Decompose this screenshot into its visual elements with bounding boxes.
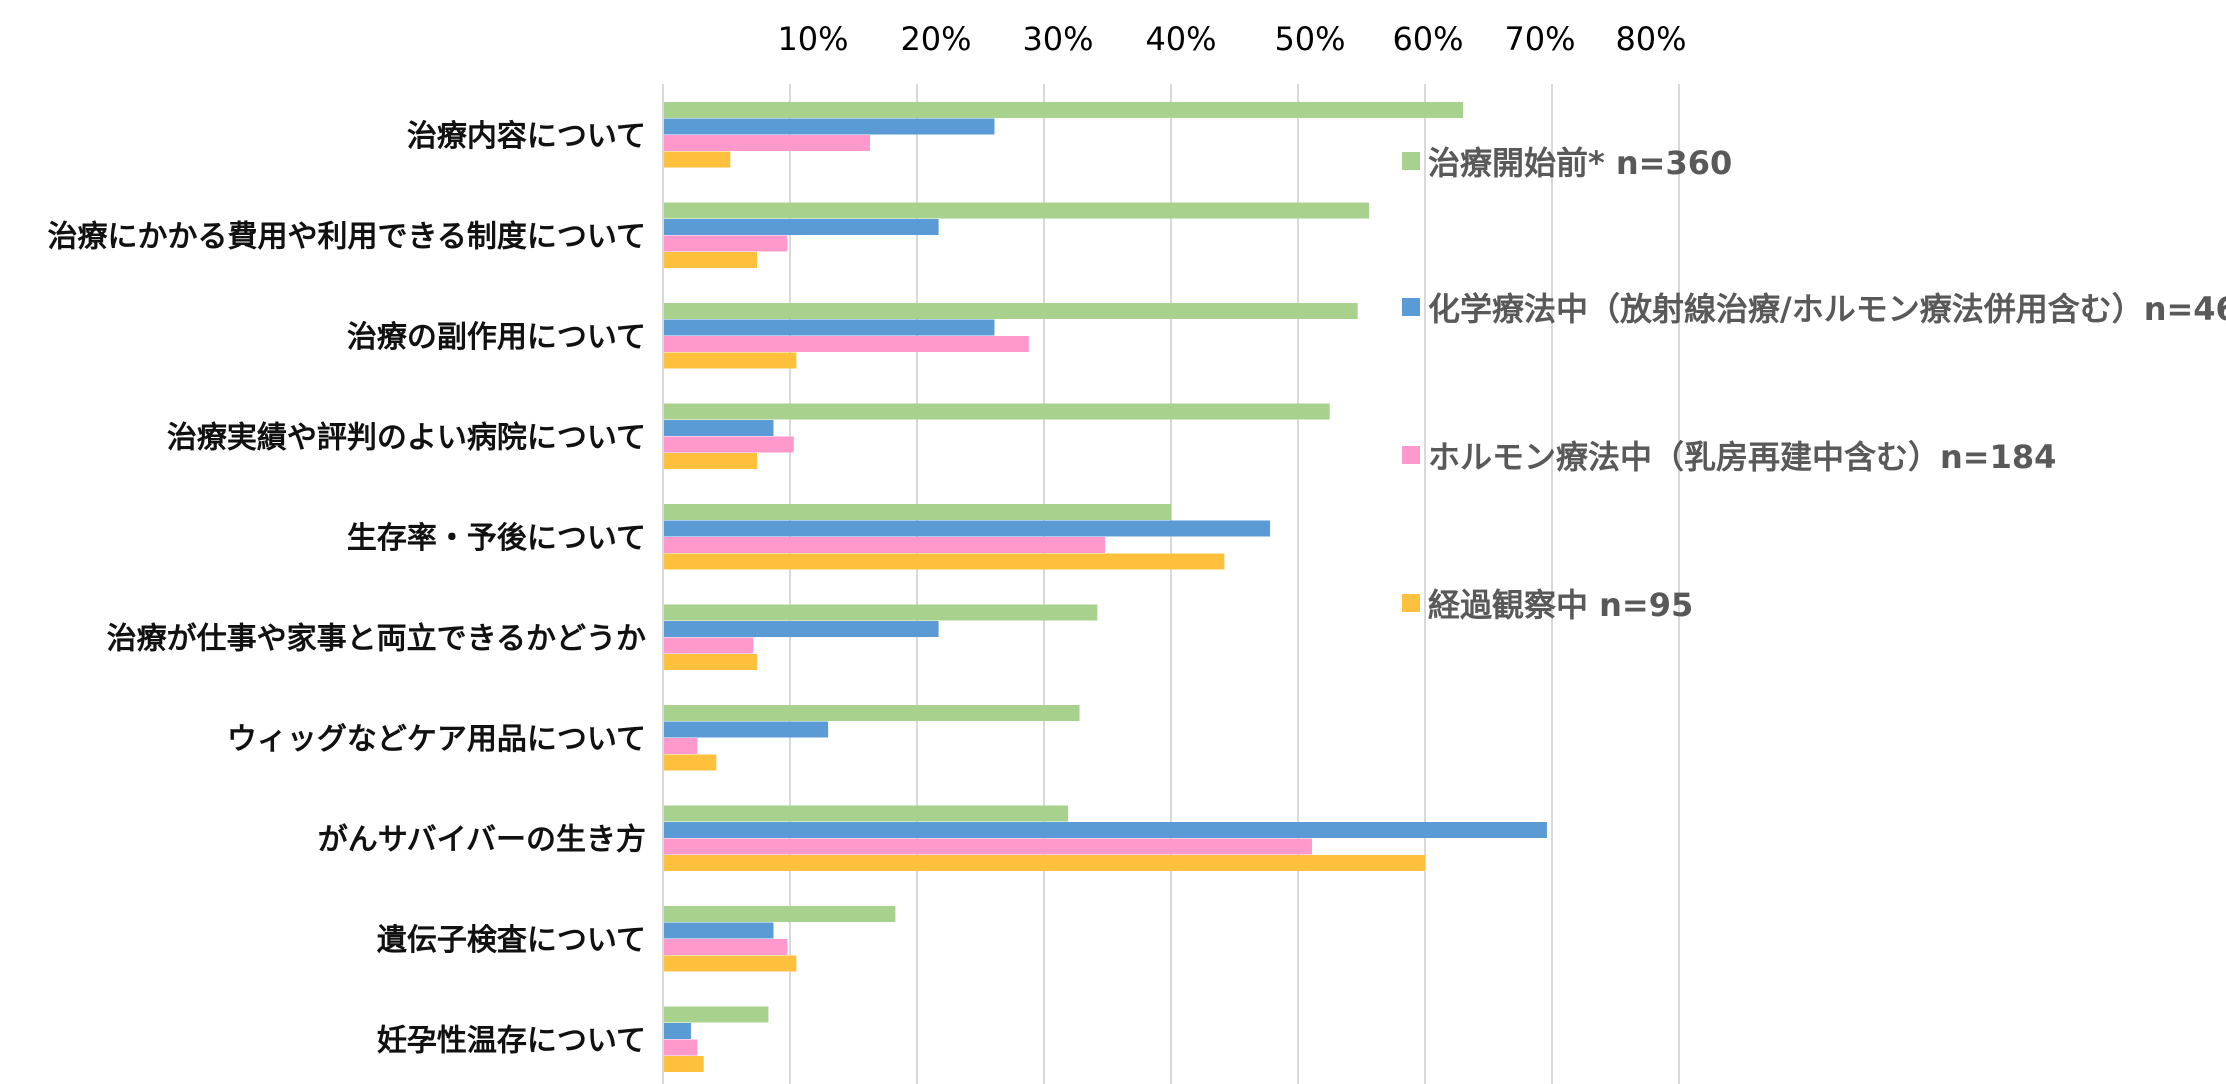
bar bbox=[663, 822, 1547, 838]
x-tick-label: 40% bbox=[1145, 20, 1216, 58]
category-label: 治療が仕事や家事と両立できるかどうか bbox=[107, 622, 646, 657]
category-label: 妊孕性温存について bbox=[377, 1024, 646, 1059]
bar bbox=[663, 135, 871, 151]
bar bbox=[663, 403, 1330, 420]
bar bbox=[663, 151, 731, 168]
bar bbox=[663, 955, 797, 972]
bar bbox=[663, 939, 788, 955]
bar bbox=[663, 1056, 704, 1072]
legend-entry: 経過観察中 n=95 bbox=[1402, 586, 1693, 624]
x-tick-labels: 10% 20% 30% 40% 50% 60% 70% 80% bbox=[777, 20, 1686, 58]
legend-label: 経過観察中 n=95 bbox=[1428, 586, 1693, 624]
x-tick-label: 30% bbox=[1022, 20, 1093, 58]
bar bbox=[663, 219, 939, 235]
bar bbox=[663, 336, 1029, 352]
x-tick-label: 50% bbox=[1274, 20, 1345, 58]
bar bbox=[663, 1023, 691, 1039]
category-label: 治療内容について bbox=[407, 119, 646, 154]
bar bbox=[663, 738, 698, 754]
category-label: 治療にかかる費用や利用できる制度について bbox=[48, 220, 647, 255]
legend-swatch bbox=[1402, 298, 1420, 316]
legend: 治療開始前* n=360 化学療法中（放射線治療/ホルモン療法併用含む）n=46 ホ… bbox=[1402, 144, 2226, 624]
bar bbox=[663, 621, 939, 637]
bar bbox=[663, 235, 788, 252]
bar bbox=[663, 838, 1312, 855]
bar bbox=[663, 721, 829, 738]
bar bbox=[663, 252, 757, 268]
bar bbox=[663, 906, 896, 922]
bar bbox=[663, 705, 1080, 721]
bar bbox=[663, 319, 995, 336]
category-label: ウィッグなどケア用品について bbox=[227, 722, 646, 757]
bar bbox=[663, 202, 1370, 219]
x-tick-label: 20% bbox=[900, 20, 971, 58]
bar bbox=[663, 102, 1464, 118]
category-label: がんサバイバーの生き方 bbox=[318, 823, 646, 858]
bars bbox=[663, 102, 1547, 1072]
bar bbox=[663, 118, 995, 135]
category-label: 遺伝子検査について bbox=[377, 923, 646, 958]
legend-swatch bbox=[1402, 594, 1420, 612]
legend-label: ホルモン療法中（乳房再建中含む）n=184 bbox=[1428, 438, 2056, 476]
bar bbox=[663, 352, 797, 369]
legend-label: 治療開始前* n=360 bbox=[1428, 144, 1732, 182]
bar bbox=[663, 453, 757, 469]
legend-swatch bbox=[1402, 152, 1420, 170]
bar bbox=[663, 1006, 769, 1023]
bar bbox=[663, 504, 1171, 520]
bar bbox=[663, 855, 1425, 871]
legend-entry: ホルモン療法中（乳房再建中含む）n=184 bbox=[1402, 438, 2056, 476]
gridlines bbox=[789, 84, 1680, 1084]
x-tick-label: 10% bbox=[777, 20, 848, 58]
bar bbox=[663, 754, 717, 771]
category-label: 生存率・予後について bbox=[347, 521, 646, 556]
x-tick-label: 80% bbox=[1615, 20, 1686, 58]
bar bbox=[663, 537, 1105, 553]
bar bbox=[663, 303, 1358, 319]
bar bbox=[663, 654, 757, 670]
legend-entry: 治療開始前* n=360 bbox=[1402, 144, 1732, 182]
legend-entry: 化学療法中（放射線治療/ホルモン療法併用含む）n=46 bbox=[1402, 290, 2226, 328]
bar bbox=[663, 520, 1271, 537]
bar bbox=[663, 805, 1069, 822]
bar bbox=[663, 436, 794, 453]
bar bbox=[663, 922, 774, 939]
category-labels: 治療内容について治療にかかる費用や利用できる制度について治療の副作用について治療… bbox=[48, 119, 647, 1059]
x-tick-label: 70% bbox=[1504, 20, 1575, 58]
bar bbox=[663, 420, 774, 436]
legend-swatch bbox=[1402, 446, 1420, 464]
bar bbox=[663, 637, 754, 654]
bar bbox=[663, 553, 1225, 570]
category-label: 治療実績や評判のよい病院について bbox=[167, 421, 646, 456]
x-tick-label: 60% bbox=[1392, 20, 1463, 58]
bar bbox=[663, 604, 1098, 621]
category-label: 治療の副作用について bbox=[347, 320, 646, 355]
bar bbox=[663, 1039, 698, 1056]
legend-label: 化学療法中（放射線治療/ホルモン療法併用含む）n=46 bbox=[1428, 290, 2226, 328]
